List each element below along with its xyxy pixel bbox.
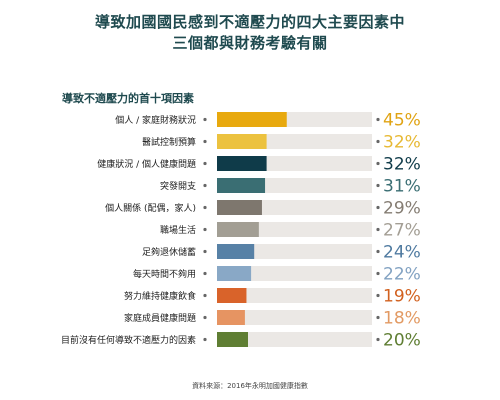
leader-dot: [203, 337, 207, 342]
value-dot: [376, 227, 380, 232]
bar: [217, 266, 252, 281]
leader-dot: [203, 205, 207, 210]
value-label: 20%: [383, 331, 421, 351]
category-label: 努力維持健康飲食: [124, 290, 196, 302]
bar: [217, 222, 259, 237]
source-note: 資料來源：2016年永明加國健康指數: [192, 382, 308, 390]
value-dot: [376, 337, 380, 342]
value-dot: [376, 161, 380, 166]
category-label: 健康狀況 / 個人健康問題: [97, 158, 196, 170]
bar: [217, 244, 255, 259]
leader-dot: [203, 117, 207, 122]
value-dot: [376, 315, 380, 320]
leader-dot: [203, 293, 207, 298]
value-dot: [376, 139, 380, 144]
leader-dot: [203, 161, 207, 166]
bar: [217, 134, 267, 149]
chart-subtitle: 導致不適壓力的首十項因素: [62, 92, 194, 105]
category-label: 家庭成員健康問題: [124, 312, 196, 324]
leader-dot: [203, 315, 207, 320]
value-label: 45%: [383, 111, 421, 131]
value-label: 32%: [383, 133, 421, 153]
bar-track: [217, 332, 372, 347]
title-line-2: 三個都與財務考驗有關: [172, 34, 328, 52]
value-label: 27%: [383, 221, 421, 241]
bar: [217, 178, 266, 193]
category-label: 目前沒有任何導致不適壓力的因素: [61, 334, 196, 346]
bar: [217, 200, 262, 215]
title-line-1: 導致加國國民感到不適壓力的四大主要因素中: [94, 13, 405, 31]
bar-track: [217, 288, 372, 303]
value-label: 31%: [383, 177, 421, 197]
value-label: 22%: [383, 265, 421, 285]
category-label: 個人 / 家庭財務狀況: [115, 114, 196, 126]
value-label: 19%: [383, 287, 421, 307]
leader-dot: [203, 249, 207, 254]
bar: [217, 156, 267, 171]
value-dot: [376, 271, 380, 276]
value-label: 29%: [383, 199, 421, 219]
category-label: 每天時間不夠用: [133, 268, 196, 280]
value-label: 18%: [383, 309, 421, 329]
leader-dot: [203, 139, 207, 144]
chart-title: 導致加國國民感到不適壓力的四大主要因素中 三個都與財務考驗有關: [0, 12, 500, 54]
value-label: 32%: [383, 155, 421, 175]
category-label: 醫試控制預算: [142, 136, 196, 148]
value-dot: [376, 183, 380, 188]
leader-dot: [203, 271, 207, 276]
bar: [217, 332, 248, 347]
bar-track: [217, 244, 372, 259]
bar-track: [217, 310, 372, 325]
value-dot: [376, 205, 380, 210]
bar: [217, 112, 287, 127]
value-dot: [376, 117, 380, 122]
leader-dot: [203, 227, 207, 232]
bar: [217, 288, 247, 303]
category-label: 個人關係 (配偶，家人): [105, 202, 196, 214]
value-dot: [376, 293, 380, 298]
value-dot: [376, 249, 380, 254]
value-label: 24%: [383, 243, 421, 263]
category-label: 職場生活: [160, 224, 196, 236]
category-label: 足夠退休儲蓄: [142, 246, 196, 258]
bar-track: [217, 266, 372, 281]
category-label: 突發開支: [160, 180, 196, 192]
leader-dot: [203, 183, 207, 188]
bar: [217, 310, 245, 325]
